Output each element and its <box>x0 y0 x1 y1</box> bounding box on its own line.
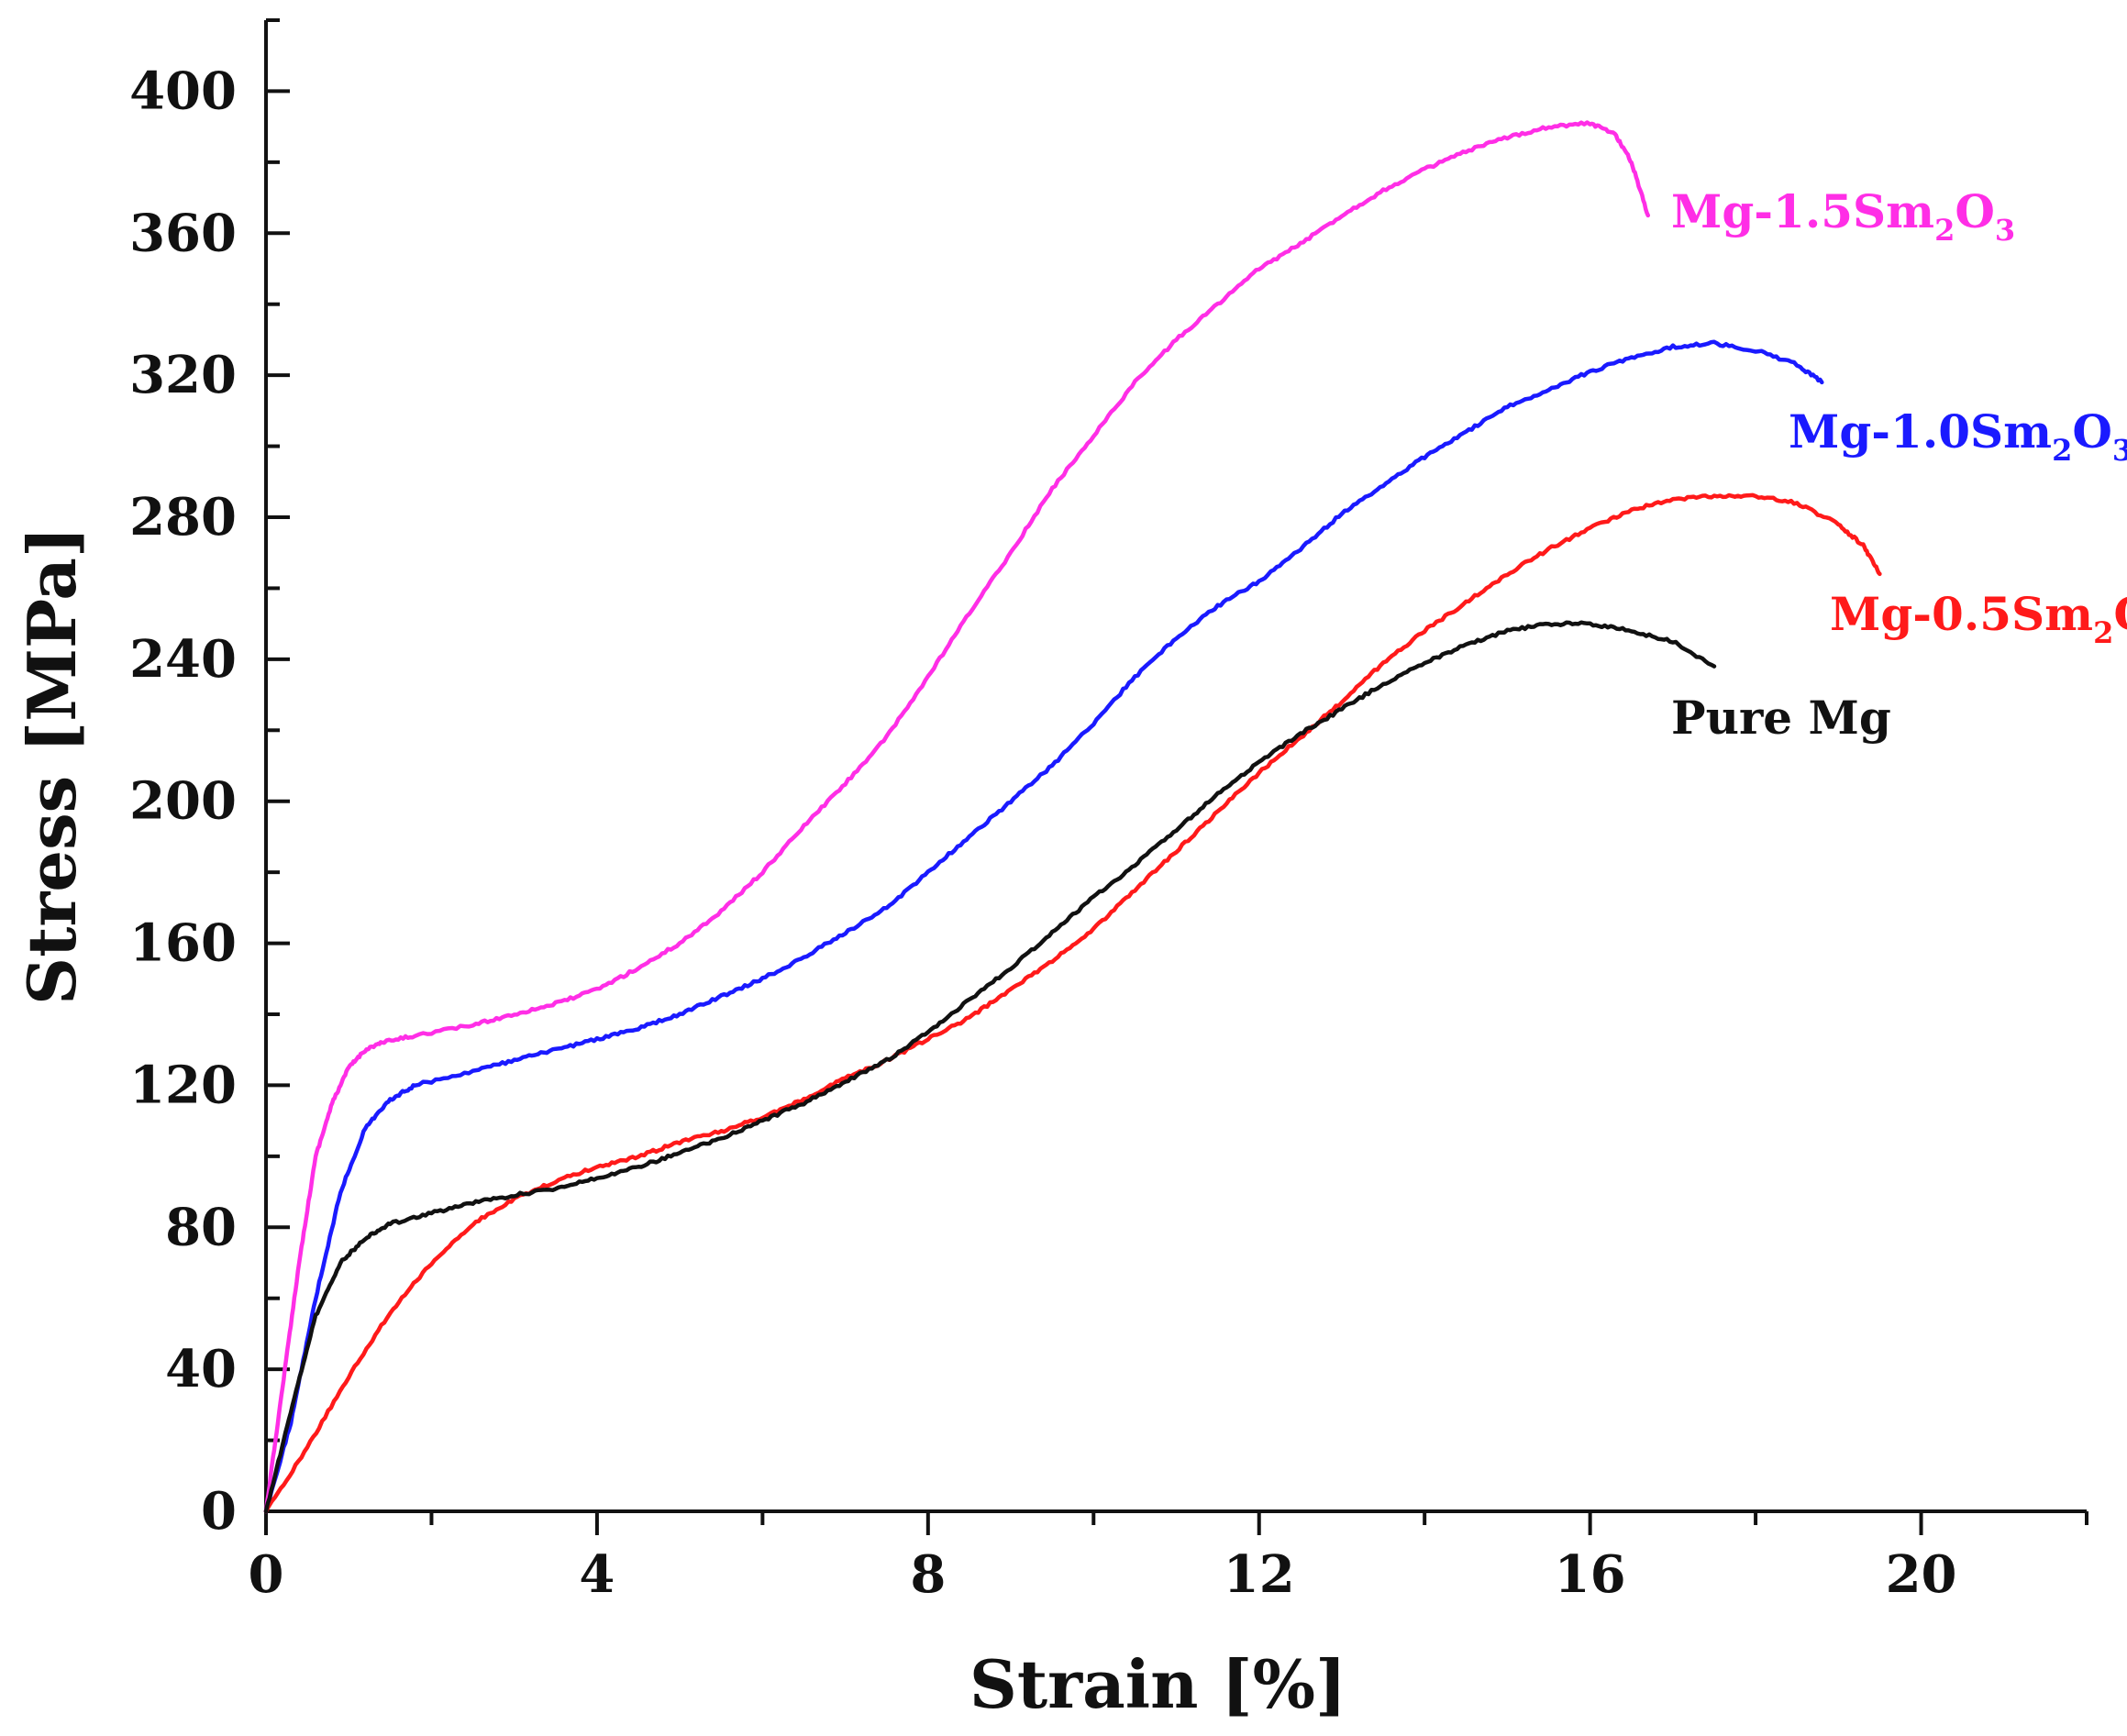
y-tick-label: 160 <box>129 913 237 974</box>
axes: 0 40 80 120 160 200 240 280 320 360 400 0 4 8 12 16 20 <box>129 18 2088 1605</box>
x-tick-label: 4 <box>579 1544 615 1605</box>
x-axis-title: Strain [%] <box>969 1645 1346 1723</box>
curve-pure-mg <box>263 620 1717 1514</box>
series-label-mg-1-5sm2o3: Mg-1.5Sm2O3 <box>1671 184 2015 248</box>
y-tick-label: 0 <box>201 1481 237 1542</box>
y-axis-ticks: 0 40 80 120 160 200 240 280 320 360 400 <box>129 18 290 1542</box>
y-tick-label: 360 <box>129 203 237 263</box>
y-tick-label: 320 <box>129 345 237 405</box>
y-tick-label: 280 <box>129 487 237 547</box>
y-tick-label: 120 <box>129 1055 237 1115</box>
y-axis-title: Stress [MPa] <box>13 526 91 1005</box>
x-axis-ticks: 0 4 8 12 16 20 <box>249 1511 2088 1605</box>
y-tick-label: 80 <box>165 1197 237 1257</box>
series-label-pure-mg: Pure Mg <box>1671 691 1891 745</box>
x-tick-label: 0 <box>249 1544 284 1605</box>
y-tick-label: 40 <box>165 1339 237 1399</box>
x-tick-label: 8 <box>910 1544 946 1605</box>
curve-mg-1-5sm2o3 <box>263 120 1651 1514</box>
y-tick-label: 400 <box>129 61 237 121</box>
x-tick-label: 16 <box>1555 1544 1626 1605</box>
y-tick-label: 200 <box>129 771 237 832</box>
x-tick-label: 12 <box>1224 1544 1295 1605</box>
curve-mg-0-5sm2o3 <box>263 492 1882 1514</box>
series-label-mg-0-5sm2o3: Mg-0.5Sm2O3 <box>1830 587 2127 650</box>
y-tick-label: 240 <box>129 629 237 690</box>
x-tick-label: 20 <box>1886 1544 1957 1605</box>
series-labels: Mg-1.5Sm2O3 Mg-1.0Sm2O3 Mg-0.5Sm2O3 Pure Mg <box>1671 184 2127 745</box>
curve-mg-1-0sm2o3 <box>263 339 1824 1514</box>
series-label-mg-1-0sm2o3: Mg-1.0Sm2O3 <box>1789 404 2127 468</box>
data-curves <box>263 120 1882 1514</box>
